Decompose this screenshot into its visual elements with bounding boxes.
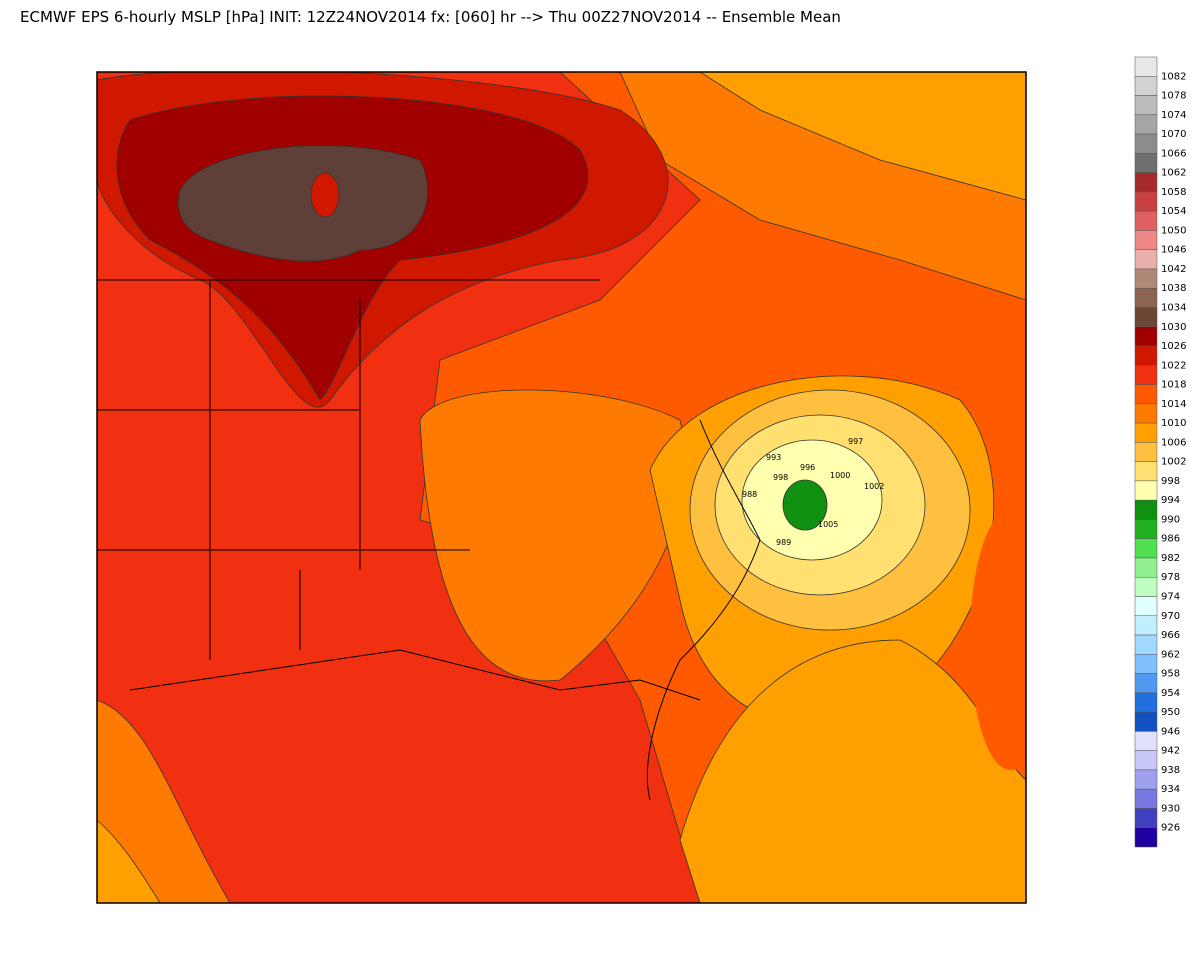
colorbar-label: 982 [1161,553,1180,564]
isobar-label: 997 [848,437,863,446]
colorbar-label: 934 [1161,784,1180,795]
colorbar-label: 966 [1161,630,1180,641]
colorbar-label: 1074 [1161,110,1186,121]
colorbar-label: 1078 [1161,91,1186,102]
colorbar-label: 994 [1161,495,1180,506]
colorbar-label: 974 [1161,592,1180,603]
isobar-label: 1000 [830,471,850,480]
colorbar-label: 1070 [1161,129,1186,140]
colorbar-label: 1002 [1161,457,1186,468]
colorbar-label: 1014 [1161,399,1186,410]
colorbar-swatch [1134,326,1158,347]
colorbar-label: 954 [1161,688,1180,699]
colorbar-swatch [1134,769,1158,790]
colorbar-swatch [1134,576,1158,597]
colorbar-label: 938 [1161,765,1180,776]
colorbar-swatch [1134,731,1158,751]
colorbar-label: 1066 [1161,148,1186,159]
colorbar-swatch [1134,499,1158,520]
colorbar-swatch [1134,711,1158,732]
map-labels: 997 993 996 1000 1002 1005 989 988 998 [742,437,884,547]
colorbar-label: 1062 [1161,168,1186,179]
colorbar-label: 1050 [1161,225,1186,236]
colorbar-swatch [1134,808,1158,828]
colorbar-swatch [1134,56,1158,77]
colorbar-swatch [1134,480,1158,501]
colorbar-swatch [1134,827,1158,848]
colorbar-swatch [1134,788,1158,809]
isobar-label: 1002 [864,482,884,491]
colorbar-swatch [1134,268,1158,289]
colorbar-label: 946 [1161,726,1180,737]
colorbar-label: 962 [1161,649,1180,660]
colorbar-swatch [1134,461,1158,482]
colorbar-swatch [1134,230,1158,250]
isobar-label: 993 [766,453,781,462]
colorbar-swatch [1134,673,1158,694]
colorbar-swatch [1134,634,1158,655]
colorbar-swatch [1134,153,1158,173]
colorbar-swatch [1134,133,1158,154]
colorbar-swatch [1134,287,1158,308]
colorbar-label: 1058 [1161,187,1186,198]
colorbar-label: 1054 [1161,206,1186,217]
colorbar-swatch [1134,615,1158,636]
isobar-label: 1005 [818,520,838,529]
map [96,71,1027,904]
colorbar-label: 930 [1161,803,1180,814]
title: ECMWF EPS 6-hourly MSLP [hPa] INIT: 12Z2… [20,8,841,26]
colorbar-swatch [1134,596,1158,617]
colorbar-swatch [1134,442,1158,462]
colorbar-swatch [1134,692,1158,713]
colorbar-label: 1034 [1161,302,1186,313]
colorbar-label: 1022 [1161,360,1186,371]
colorbar-swatch [1134,519,1158,539]
colorbar-label: 990 [1161,514,1180,525]
colorbar-label: 1038 [1161,283,1186,294]
colorbar-swatch [1134,210,1158,231]
colorbar-swatch [1134,95,1158,116]
colorbar-swatch [1134,76,1158,96]
colorbar-swatch [1134,114,1158,135]
isobar-label: 998 [773,473,788,482]
colorbar-swatch [1134,422,1158,443]
colorbar-label: 926 [1161,823,1180,834]
colorbar-label: 942 [1161,746,1180,757]
colorbar-swatch [1134,750,1158,771]
colorbar-label: 970 [1161,611,1180,622]
isobar-label: 988 [742,490,757,499]
colorbar-label: 1030 [1161,322,1186,333]
colorbar-label: 1026 [1161,341,1186,352]
colorbar-swatch [1134,384,1158,405]
colorbar-label: 998 [1161,476,1180,487]
colorbar-swatch [1134,538,1158,559]
colorbar-swatch [1134,249,1158,270]
colorbar-label: 1006 [1161,437,1186,448]
colorbar-label: 950 [1161,707,1180,718]
colorbar-label: 1018 [1161,380,1186,391]
colorbar-swatch [1134,557,1158,578]
colorbar-swatch [1134,365,1158,385]
colorbar-label: 1082 [1161,71,1186,82]
colorbar-label: 978 [1161,572,1180,583]
colorbar-label: 958 [1161,669,1180,680]
colorbar-label: 1046 [1161,245,1186,256]
colorbar: 1082 1078 1074 1070 1066 1062 1058 1054 1050 1046… [1134,56,1186,848]
colorbar-swatch [1134,403,1158,424]
colorbar-swatch [1134,654,1158,674]
colorbar-swatch [1134,307,1158,328]
colorbar-swatch [1134,172,1158,193]
isobar-label: 989 [776,538,791,547]
colorbar-swatch [1134,191,1158,212]
colorbar-label: 986 [1161,534,1180,545]
colorbar-swatch [1134,345,1158,366]
isobar-label: 996 [800,463,815,472]
colorbar-label: 1042 [1161,264,1186,275]
colorbar-label: 1010 [1161,418,1186,429]
